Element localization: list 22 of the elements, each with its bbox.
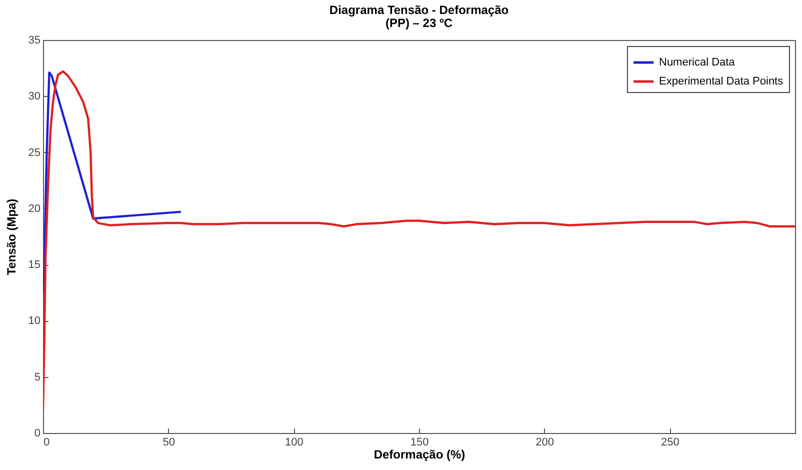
x-tick-label: 250 — [660, 436, 680, 448]
chart-title: Diagrama Tensão - Deformação — [329, 3, 509, 17]
line-series — [43, 70, 795, 412]
y-tick-label: 0 — [34, 428, 40, 440]
x-tick-label: 200 — [536, 436, 554, 448]
x-tick-label: 100 — [284, 436, 304, 448]
y-tick-label: 25 — [28, 146, 40, 159]
y-tick-label: 5 — [34, 371, 40, 384]
y-tick-label: 10 — [28, 315, 40, 328]
x-tick-label: 0 — [44, 436, 50, 448]
x-axis-title: Deformação (%) — [374, 448, 466, 462]
y-tick-label: 20 — [28, 202, 40, 215]
y-tick-label: 15 — [28, 259, 40, 272]
y-tick-label: 35 — [28, 34, 40, 46]
x-tick-label: 150 — [410, 436, 429, 448]
chart-subtitle: (PP) – 23 ºC — [385, 16, 453, 30]
x-tick-label: 50 — [162, 436, 175, 448]
y-axis-title: Tensão (Mpa) — [4, 198, 18, 276]
legend-label: Experimental Data Points — [659, 76, 784, 88]
legend-label: Numerical Data — [659, 56, 736, 68]
line-series — [43, 71, 182, 294]
y-tick-label: 30 — [28, 90, 40, 103]
